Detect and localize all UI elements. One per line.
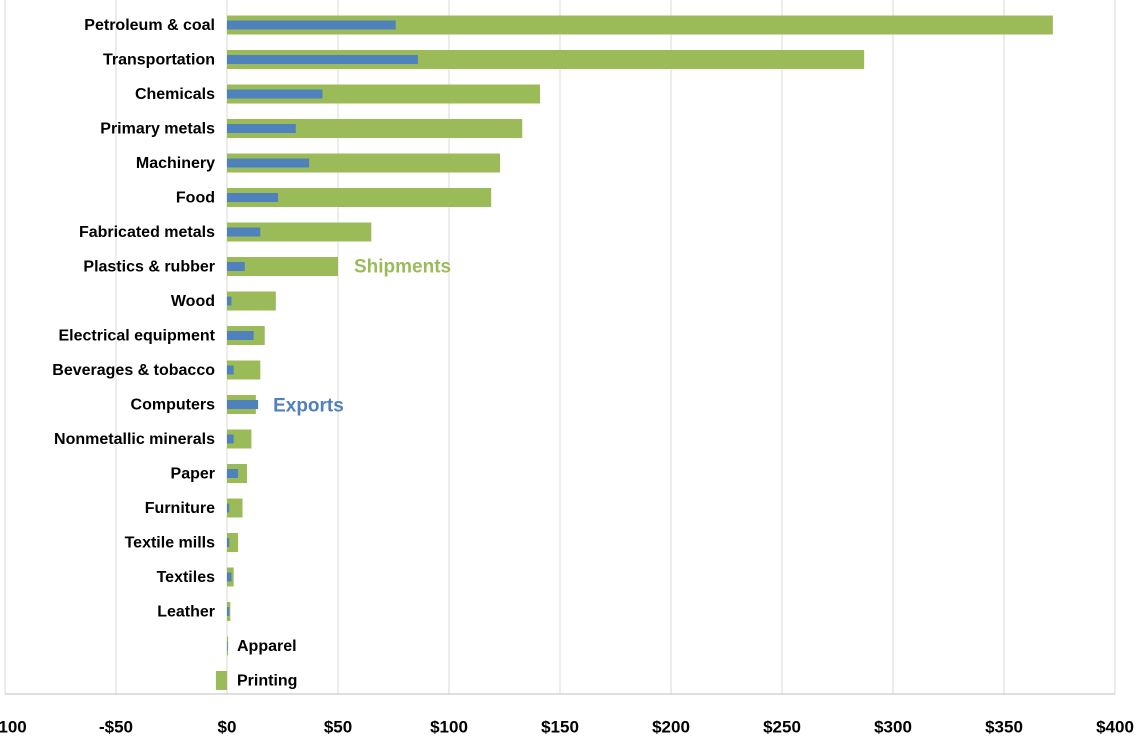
exports-bar [227,158,310,168]
x-tick-label: $100 [430,717,468,736]
exports-bar [227,20,396,30]
category-label: Fabricated metals [79,224,215,241]
shipments-bar [227,50,865,69]
exports-bar [227,641,228,651]
x-tick-label: $400 [1096,717,1134,736]
category-label: Wood [171,293,215,310]
exports-annotation: Exports [273,396,344,417]
category-label: Beverages & tobacco [52,362,215,379]
category-label: Leather [157,604,215,621]
shipments-bar [227,498,243,518]
exports-bar [227,538,230,547]
x-tick-label: $200 [652,717,690,736]
category-label: Chemicals [135,86,215,103]
shipments-bar [227,119,523,138]
shipments-bar [227,188,492,207]
exports-bar [227,434,234,444]
shipments-bar [227,84,541,104]
category-label: Machinery [136,155,215,172]
shipments-bar [227,429,252,449]
x-tick-label: -$50 [99,717,133,736]
shipments-bar [227,291,276,311]
shipments-bar [227,153,501,173]
shipments-bar [227,533,239,552]
category-label: Nonmetallic minerals [54,431,215,448]
shipments-annotation: Shipments [354,257,451,278]
exports-bar [227,262,245,271]
category-label: Transportation [103,52,215,69]
category-label: Furniture [145,500,215,517]
category-label: Textile mills [125,535,216,552]
x-tick-label: $350 [985,717,1023,736]
exports-bar [227,572,232,582]
exports-bar [227,365,234,375]
exports-bar [227,227,261,237]
category-label: Textiles [157,569,216,586]
exports-bar [227,55,418,64]
x-tick-label: $50 [324,717,352,736]
x-tick-label: $300 [874,717,912,736]
category-label: Petroleum & coal [84,17,215,34]
exports-bar [227,607,230,616]
category-label: Paper [171,466,215,483]
exports-bar [227,503,230,513]
x-tick-label: -$100 [0,717,27,736]
exports-bar [227,89,323,99]
shipments-bar [227,360,261,380]
category-label: Electrical equipment [59,328,216,345]
exports-bar [227,193,279,202]
category-label: Food [176,190,215,207]
exports-bar [227,331,254,340]
category-label: Primary metals [100,121,215,138]
shipments-bar [215,671,227,690]
category-label: Printing [237,673,297,690]
shipments-bar [227,15,1053,35]
exports-bar [227,469,239,478]
shipments-bar [227,222,372,242]
x-tick-label: $0 [218,717,237,736]
category-label: Plastics & rubber [83,259,215,276]
category-label: Computers [131,397,216,414]
exports-bar [227,296,232,306]
x-tick-label: $150 [541,717,579,736]
category-label: Apparel [237,638,297,655]
x-tick-label: $250 [763,717,801,736]
shipments-bar [227,257,338,276]
exports-bar [227,400,259,409]
exports-bar [227,124,296,133]
